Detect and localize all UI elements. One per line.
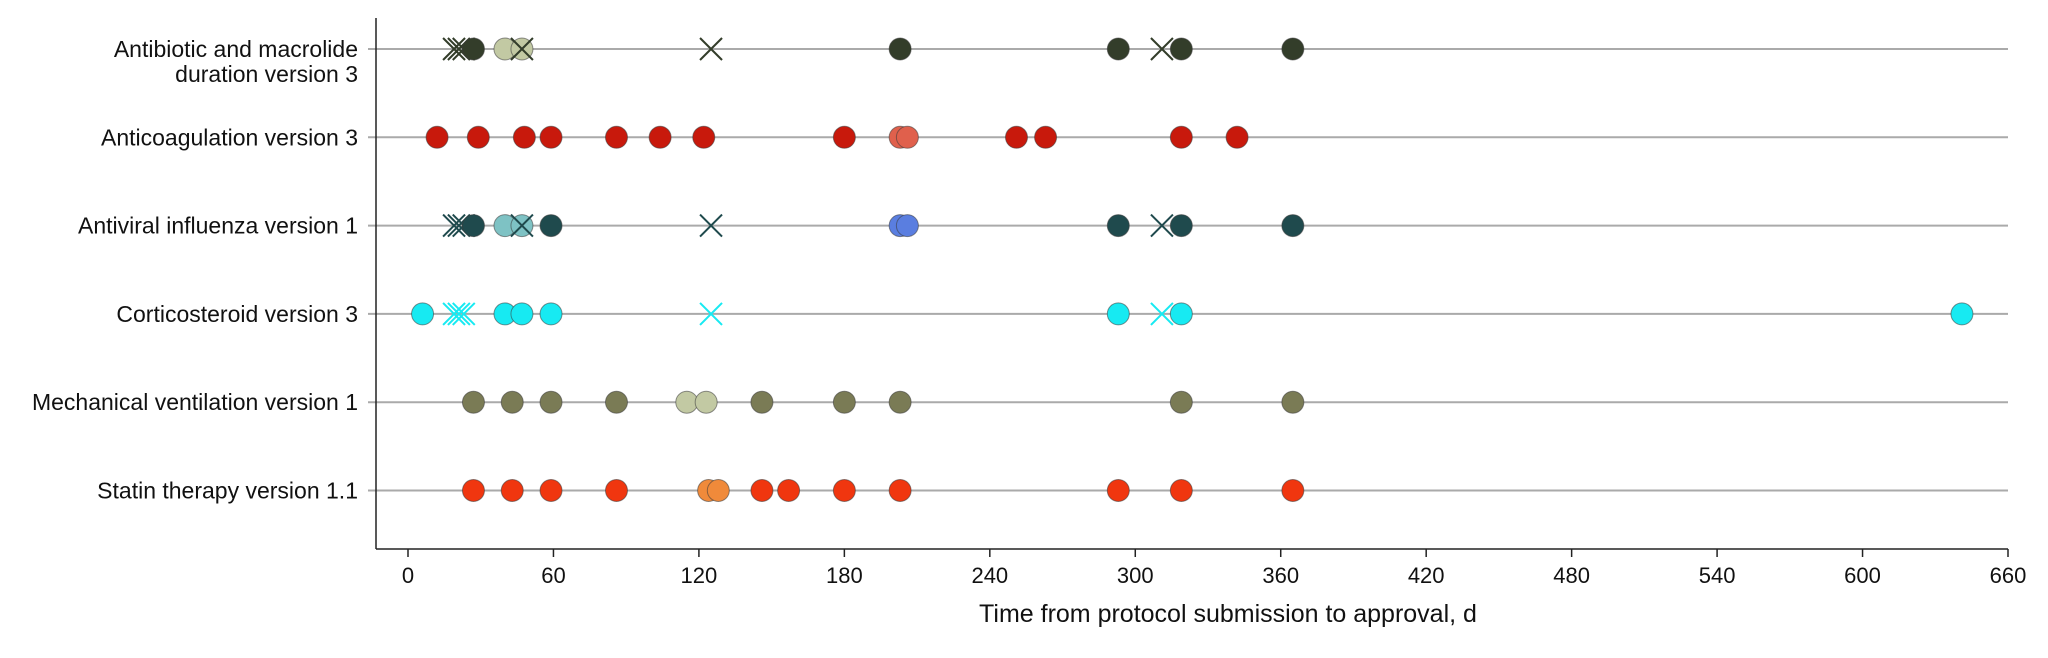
- x-tick-label: 600: [1844, 563, 1881, 588]
- data-point-x: [510, 37, 534, 61]
- x-tick-label: 180: [826, 563, 863, 588]
- data-point: [706, 479, 730, 502]
- data-point: [832, 125, 856, 149]
- data-point: [1106, 302, 1130, 326]
- data-point-x: [699, 302, 723, 326]
- data-point: [1281, 37, 1305, 61]
- data-point: [539, 214, 563, 238]
- data-point: [1169, 37, 1193, 61]
- data-point-x: [1150, 37, 1174, 61]
- x-tick-label: 240: [971, 563, 1008, 588]
- data-point: [461, 479, 485, 502]
- data-point: [750, 479, 774, 502]
- x-tick-label: 480: [1553, 563, 1590, 588]
- data-point: [512, 125, 536, 149]
- data-point: [1950, 302, 1974, 326]
- data-point: [1106, 479, 1130, 502]
- x-axis-label: Time from protocol submission to approva…: [979, 600, 1477, 628]
- row-label: Corticosteroid version 3: [116, 301, 358, 327]
- data-point: [539, 479, 563, 502]
- data-point: [411, 302, 435, 326]
- data-point: [604, 125, 628, 149]
- data-point: [1106, 214, 1130, 238]
- data-point: [1281, 390, 1305, 414]
- data-point: [832, 479, 856, 502]
- data-point-x: [452, 302, 476, 326]
- data-point: [895, 125, 919, 149]
- data-points: [411, 37, 1974, 502]
- data-point: [888, 479, 912, 502]
- data-point: [604, 479, 628, 502]
- axes: 0 60 120 180 240 300 360 420 480 540 600 660: [375, 18, 2026, 588]
- data-point: [1034, 125, 1058, 149]
- data-point-x: [699, 213, 723, 238]
- data-point: [832, 390, 856, 414]
- x-tick-label: 0: [402, 563, 414, 588]
- x-ticks: 0 60 120 180 240 300 360 420 480 540 600 660: [402, 549, 2026, 588]
- data-point-x: [699, 37, 723, 61]
- row-label: Mechanical ventilation version 1: [32, 389, 358, 415]
- x-tick-label: 120: [681, 563, 718, 588]
- data-point: [425, 125, 449, 149]
- x-tick-label: 360: [1262, 563, 1299, 588]
- data-point: [888, 37, 912, 61]
- data-point: [750, 390, 774, 414]
- data-point: [604, 390, 628, 414]
- x-tick-label: 420: [1408, 563, 1445, 588]
- row-label: Anticoagulation version 3: [101, 124, 358, 150]
- data-point: [694, 390, 718, 414]
- data-point: [510, 302, 534, 326]
- data-point-x: [447, 302, 471, 326]
- row-label: Statin therapy version 1.1: [97, 478, 358, 504]
- data-point: [1225, 125, 1249, 149]
- data-point: [648, 125, 672, 149]
- data-point-x: [442, 213, 466, 238]
- data-point-x: [442, 302, 466, 326]
- x-tick-label: 60: [541, 563, 565, 588]
- data-point: [1169, 302, 1193, 326]
- data-point: [1169, 214, 1193, 238]
- x-tick-label: 300: [1117, 563, 1154, 588]
- data-point: [539, 302, 563, 326]
- data-point: [466, 125, 490, 149]
- row-label: Antiviral influenza version 1: [78, 213, 358, 239]
- data-point: [777, 479, 801, 502]
- data-point: [692, 125, 716, 149]
- data-point: [888, 390, 912, 414]
- data-point: [500, 390, 524, 414]
- x-tick-label: 660: [1990, 563, 2027, 588]
- data-point-x: [510, 213, 534, 238]
- data-point-x: [1150, 213, 1174, 238]
- data-point: [1169, 479, 1193, 502]
- data-point: [1106, 37, 1130, 61]
- data-point: [895, 214, 919, 238]
- data-point-x: [442, 37, 466, 61]
- data-point: [1169, 125, 1193, 149]
- row-label: Antibiotic and macrolide: [114, 36, 358, 62]
- data-point: [500, 479, 524, 502]
- data-point: [1281, 214, 1305, 238]
- row-label: duration version 3: [175, 61, 358, 87]
- data-point: [461, 37, 485, 61]
- data-point-x: [1150, 302, 1174, 326]
- data-point: [1169, 390, 1193, 414]
- data-point: [1281, 479, 1305, 502]
- data-point: [539, 390, 563, 414]
- data-point: [461, 390, 485, 414]
- data-point: [675, 390, 699, 414]
- x-tick-label: 540: [1699, 563, 1736, 588]
- data-point: [539, 125, 563, 149]
- row-lines: [368, 48, 2008, 492]
- data-point: [461, 214, 485, 238]
- data-point: [1004, 125, 1028, 149]
